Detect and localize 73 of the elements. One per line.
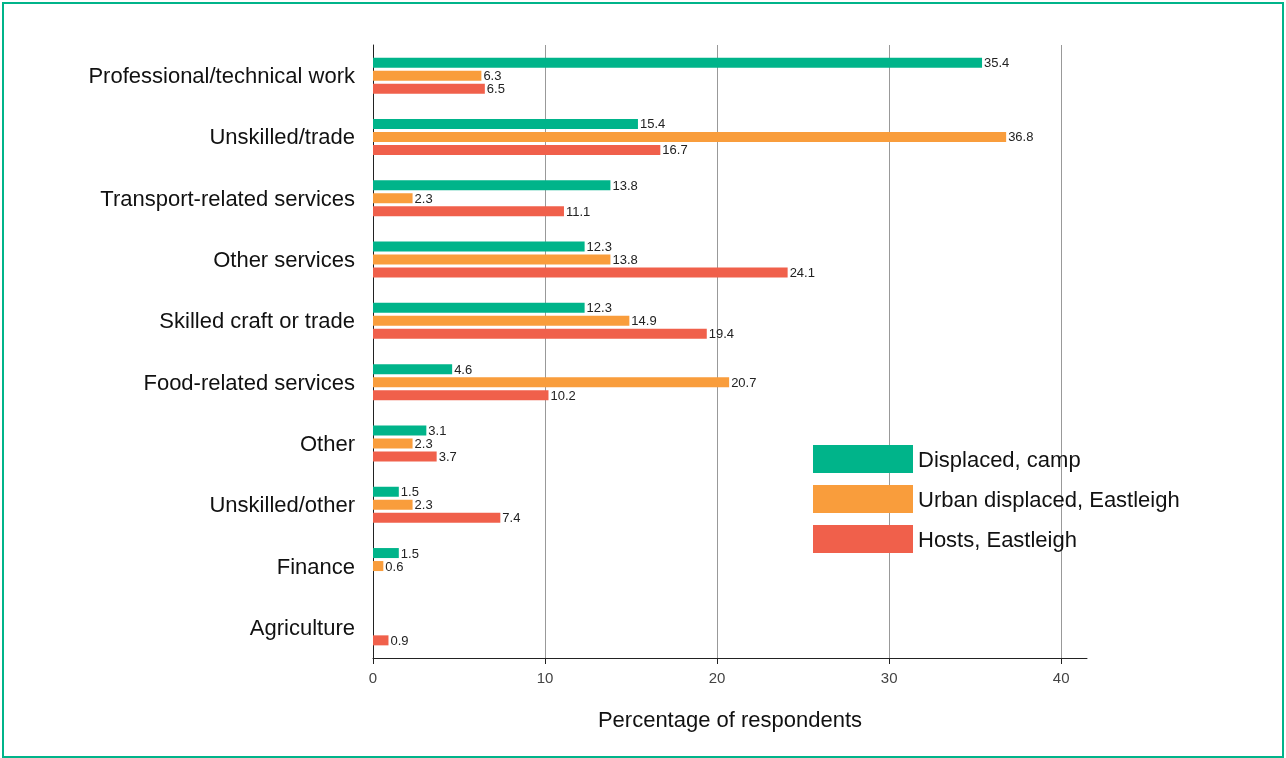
x-tick-label: 20 xyxy=(708,669,726,686)
data-label: 12.3 xyxy=(586,300,612,316)
bar xyxy=(373,364,453,375)
bar xyxy=(373,390,549,401)
bar xyxy=(373,302,585,313)
bar xyxy=(373,118,638,129)
bar xyxy=(373,438,413,449)
data-label: 1.5 xyxy=(400,545,419,561)
data-label: 6.5 xyxy=(486,81,505,97)
data-label: 12.3 xyxy=(586,239,612,255)
data-label: 36.8 xyxy=(1008,129,1034,145)
bar xyxy=(373,512,501,523)
data-label: 10.2 xyxy=(550,387,576,403)
bar xyxy=(373,57,983,68)
y-tick-label: Unskilled/trade xyxy=(209,124,355,150)
data-label: 1.5 xyxy=(400,484,419,500)
data-label: 13.8 xyxy=(612,252,638,268)
data-label: 2.3 xyxy=(414,190,433,206)
bar xyxy=(373,635,389,646)
y-tick-label: Skilled craft or trade xyxy=(159,308,355,334)
data-label: 6.3 xyxy=(483,68,502,84)
y-tick-label: Transport-related services xyxy=(100,185,355,211)
bar xyxy=(373,561,384,572)
y-tick-label: Professional/technical work xyxy=(88,63,356,89)
bar xyxy=(373,451,437,462)
x-tick-label: 30 xyxy=(880,669,898,686)
bar xyxy=(373,548,399,559)
bar xyxy=(373,193,413,204)
bar xyxy=(373,241,585,252)
bar xyxy=(373,499,413,510)
data-label: 16.7 xyxy=(662,142,688,158)
data-label: 11.1 xyxy=(565,203,591,219)
legend-label: Displaced, camp xyxy=(918,446,1081,472)
bar xyxy=(373,315,630,326)
x-tick-label: 40 xyxy=(1052,669,1070,686)
bar xyxy=(373,180,611,191)
y-tick-label: Other services xyxy=(213,247,355,273)
data-label: 13.8 xyxy=(612,177,638,193)
data-label: 0.9 xyxy=(390,632,409,648)
data-label: 3.7 xyxy=(438,448,457,464)
data-label: 20.7 xyxy=(731,374,757,390)
data-label: 0.6 xyxy=(385,558,404,574)
legend-label: Hosts, Eastleigh xyxy=(918,526,1077,552)
data-label: 7.4 xyxy=(502,510,521,526)
data-label: 4.6 xyxy=(454,361,473,377)
y-tick-label: Other xyxy=(299,430,355,456)
bar xyxy=(373,131,1007,142)
data-label: 35.4 xyxy=(984,55,1010,71)
bar xyxy=(373,144,661,155)
x-tick-label: 0 xyxy=(368,669,378,686)
bar xyxy=(373,206,564,217)
y-tick-label: Finance xyxy=(276,553,355,579)
bar xyxy=(373,267,788,278)
y-tick-label: Agriculture xyxy=(249,614,355,640)
data-label: 19.4 xyxy=(708,326,735,342)
data-label: 3.1 xyxy=(428,422,447,438)
data-label: 24.1 xyxy=(789,265,815,281)
data-label: 14.9 xyxy=(631,313,657,329)
y-tick-label: Unskilled/other xyxy=(209,492,355,518)
bar xyxy=(373,377,730,388)
bar xyxy=(373,254,611,265)
bar xyxy=(373,70,482,81)
bar xyxy=(373,486,399,497)
data-label: 2.3 xyxy=(414,435,433,451)
data-label: 15.4 xyxy=(639,116,666,132)
legend-label: Urban displaced, Eastleigh xyxy=(918,486,1180,512)
data-label: 2.3 xyxy=(414,497,433,513)
y-tick-label: Food-related services xyxy=(143,369,355,395)
bar xyxy=(373,425,427,436)
bar xyxy=(373,83,485,94)
bar xyxy=(373,328,707,339)
x-axis-title: Percentage of respondents xyxy=(597,706,863,732)
x-tick-label: 10 xyxy=(536,669,554,686)
